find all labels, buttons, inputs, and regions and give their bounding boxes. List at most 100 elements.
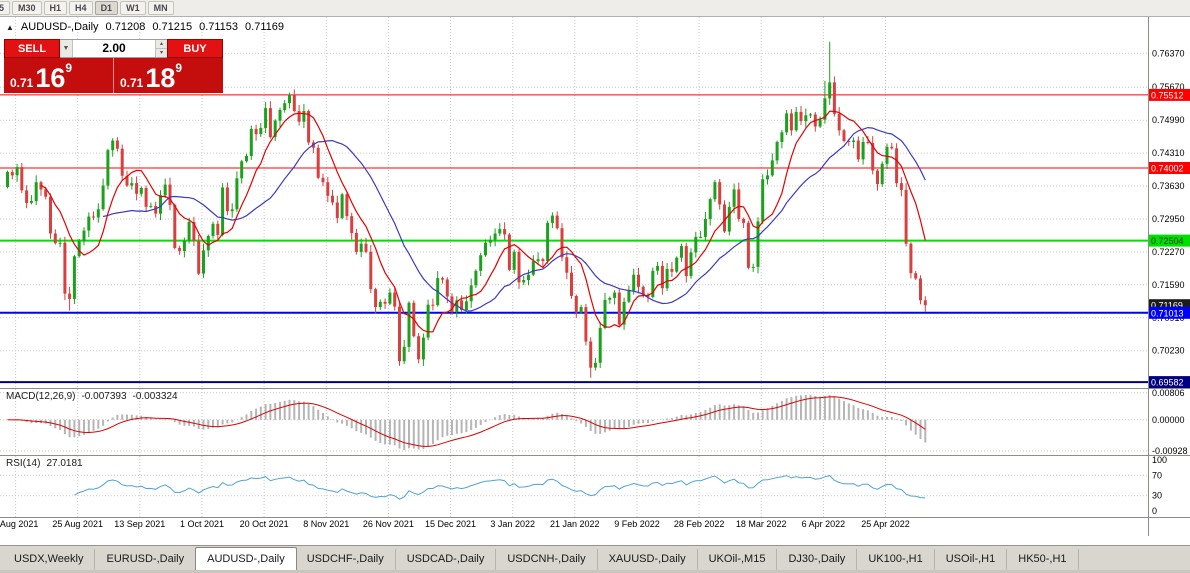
price-badge-label: 0.71013 [1151, 308, 1184, 318]
candle-body [139, 188, 143, 194]
candle-body [546, 222, 550, 262]
candle-body [245, 156, 248, 162]
chart-tab-uk100-h1[interactable]: UK100-,H1 [857, 549, 935, 570]
candle-body [799, 111, 803, 122]
sell-button[interactable]: SELL [4, 39, 60, 58]
rsi-indicator-label: RSI(14) 27.0181 [6, 458, 83, 469]
timeframe-button-w1[interactable]: W1 [120, 1, 146, 15]
candle-body [96, 209, 100, 218]
candle-body [665, 268, 669, 289]
candle-body [856, 140, 860, 160]
volume-control[interactable]: ▼ 2.00 ▴ ▾ [60, 39, 167, 58]
timeframe-button-5[interactable]: 5 [0, 1, 11, 15]
candle-body [627, 290, 631, 302]
chart-tab-usdx-weekly[interactable]: USDX,Weekly [3, 549, 96, 570]
candle-body [804, 115, 808, 122]
price-badge [1149, 88, 1190, 101]
volume-dropdown-icon[interactable]: ▼ [60, 40, 73, 57]
candle-body [680, 246, 683, 258]
candle-body [885, 146, 889, 164]
one-click-panel-toggle-icon[interactable]: ▲ [6, 22, 14, 32]
candle-body [651, 270, 655, 297]
price-badge [1149, 376, 1190, 389]
candle-body [842, 130, 846, 141]
candle-body [632, 274, 636, 291]
candle-body [259, 127, 263, 135]
date-axis-label: 6 Aug 2021 [0, 519, 38, 529]
chart-tab-usdcad-daily[interactable]: USDCAD-,Daily [396, 549, 497, 570]
candle-body [656, 265, 660, 271]
candle-body [479, 255, 483, 271]
candle-body [316, 147, 320, 178]
price-badge-label: 0.71169 [1151, 301, 1183, 311]
candle-body [168, 184, 172, 205]
trade-controls-row: SELL ▼ 2.00 ▴ ▾ BUY [4, 39, 223, 58]
candle-body [25, 190, 29, 203]
candle-body [374, 289, 378, 308]
chart-tab-usdcnh-daily[interactable]: USDCNH-,Daily [496, 549, 598, 570]
candle-body [321, 177, 325, 183]
volume-up-icon[interactable]: ▴ [156, 40, 167, 49]
candle-body [579, 307, 583, 313]
candle-body [699, 236, 703, 238]
candle-body [402, 346, 406, 362]
volume-value[interactable]: 2.00 [102, 41, 126, 55]
timeframe-button-d1[interactable]: D1 [94, 1, 119, 15]
buy-price-display[interactable]: 0.71 18 9 [114, 58, 223, 93]
candle-body [746, 222, 750, 268]
chart-tab-eurusd-daily[interactable]: EURUSD-,Daily [95, 549, 197, 570]
timeframe-button-m30[interactable]: M30 [12, 1, 42, 15]
volume-down-icon[interactable]: ▾ [156, 49, 167, 57]
candle-body [302, 111, 306, 122]
candle-body [115, 140, 119, 149]
chart-tab-xauusd-daily[interactable]: XAUUSD-,Daily [598, 549, 698, 570]
candle-body [589, 341, 593, 368]
candle-body [904, 189, 908, 244]
candle-body [106, 150, 110, 186]
timeframe-button-mn[interactable]: MN [147, 1, 174, 15]
candle-body [837, 113, 841, 131]
candle-body [603, 299, 607, 328]
timeframe-toolbar: 5M30H1H4D1W1MN [0, 0, 1190, 17]
candle-body [92, 216, 95, 218]
chart-tab-hk50-h1[interactable]: HK50-,H1 [1007, 549, 1079, 570]
candle-body [847, 141, 851, 142]
candle-body [464, 301, 468, 310]
chart-tab-ukoil-m15[interactable]: UKOil-,M15 [698, 549, 778, 570]
candle-body [723, 204, 726, 232]
candle-body [660, 265, 664, 289]
candle-body [417, 336, 421, 360]
price-chart[interactable]: 6 Aug 2021 25 Aug 2021 13 Sep 2021 1 Oct 20… [0, 17, 1190, 545]
chart-tab-usoil-h1[interactable]: USOil-,H1 [935, 549, 1008, 570]
candle-body [689, 252, 693, 277]
timeframe-button-h1[interactable]: H1 [43, 1, 68, 15]
price-axis-label: 0.74310 [1152, 148, 1185, 158]
chart-tab-usdchf-daily[interactable]: USDCHF-,Daily [296, 549, 396, 570]
candle-body [431, 304, 435, 306]
candle-body [766, 175, 769, 180]
price-axis-label: 0.71590 [1152, 280, 1185, 290]
candle-body [254, 128, 258, 135]
timeframe-button-h4[interactable]: H4 [69, 1, 93, 15]
date-axis-label: 15 Dec 2021 [425, 519, 476, 529]
candle-body [331, 195, 334, 203]
buy-price-big-digits: 18 [145, 63, 176, 93]
buy-button[interactable]: BUY [167, 39, 223, 58]
macd-signal-value: -0.003324 [132, 391, 178, 402]
price-badge [1149, 306, 1190, 319]
candle-body [125, 175, 129, 186]
candle-body [895, 148, 899, 184]
candle-body [832, 82, 836, 114]
sell-price-display[interactable]: 0.71 16 9 [4, 58, 114, 93]
chart-tab-dj30-daily[interactable]: DJ30-,Daily [777, 549, 858, 570]
candle-body [809, 114, 812, 116]
candle-body [221, 187, 225, 235]
candle-body [919, 278, 922, 301]
chart-tab-audusd-daily[interactable]: AUDUSD-,Daily [195, 547, 297, 570]
candle-body [785, 113, 789, 133]
candle-body [173, 204, 177, 248]
sell-price-prefix: 0.71 [10, 76, 34, 90]
candle-body [670, 268, 674, 272]
candle-body [87, 216, 91, 231]
candle-body [914, 273, 918, 279]
